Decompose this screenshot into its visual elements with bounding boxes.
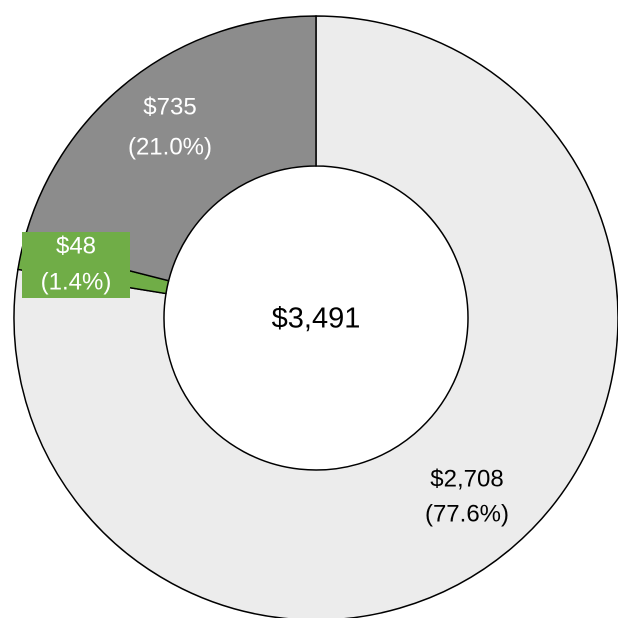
data-label-percent: (21.0%) [128, 133, 212, 160]
data-label: $735 [143, 93, 196, 120]
donut-slice [22, 15, 317, 282]
center-label: $3,491 [272, 303, 361, 335]
labels: $2,708 (77.6%) $48 (1.4%) $735 (21.0%) [22, 93, 509, 527]
data-label-percent: (77.6%) [425, 500, 509, 527]
donut-slice [13, 15, 618, 618]
label-background [22, 232, 130, 298]
data-label-percent: (1.4%) [41, 268, 112, 295]
data-label: $48 [56, 232, 96, 259]
data-label: $2,708 [430, 465, 503, 492]
